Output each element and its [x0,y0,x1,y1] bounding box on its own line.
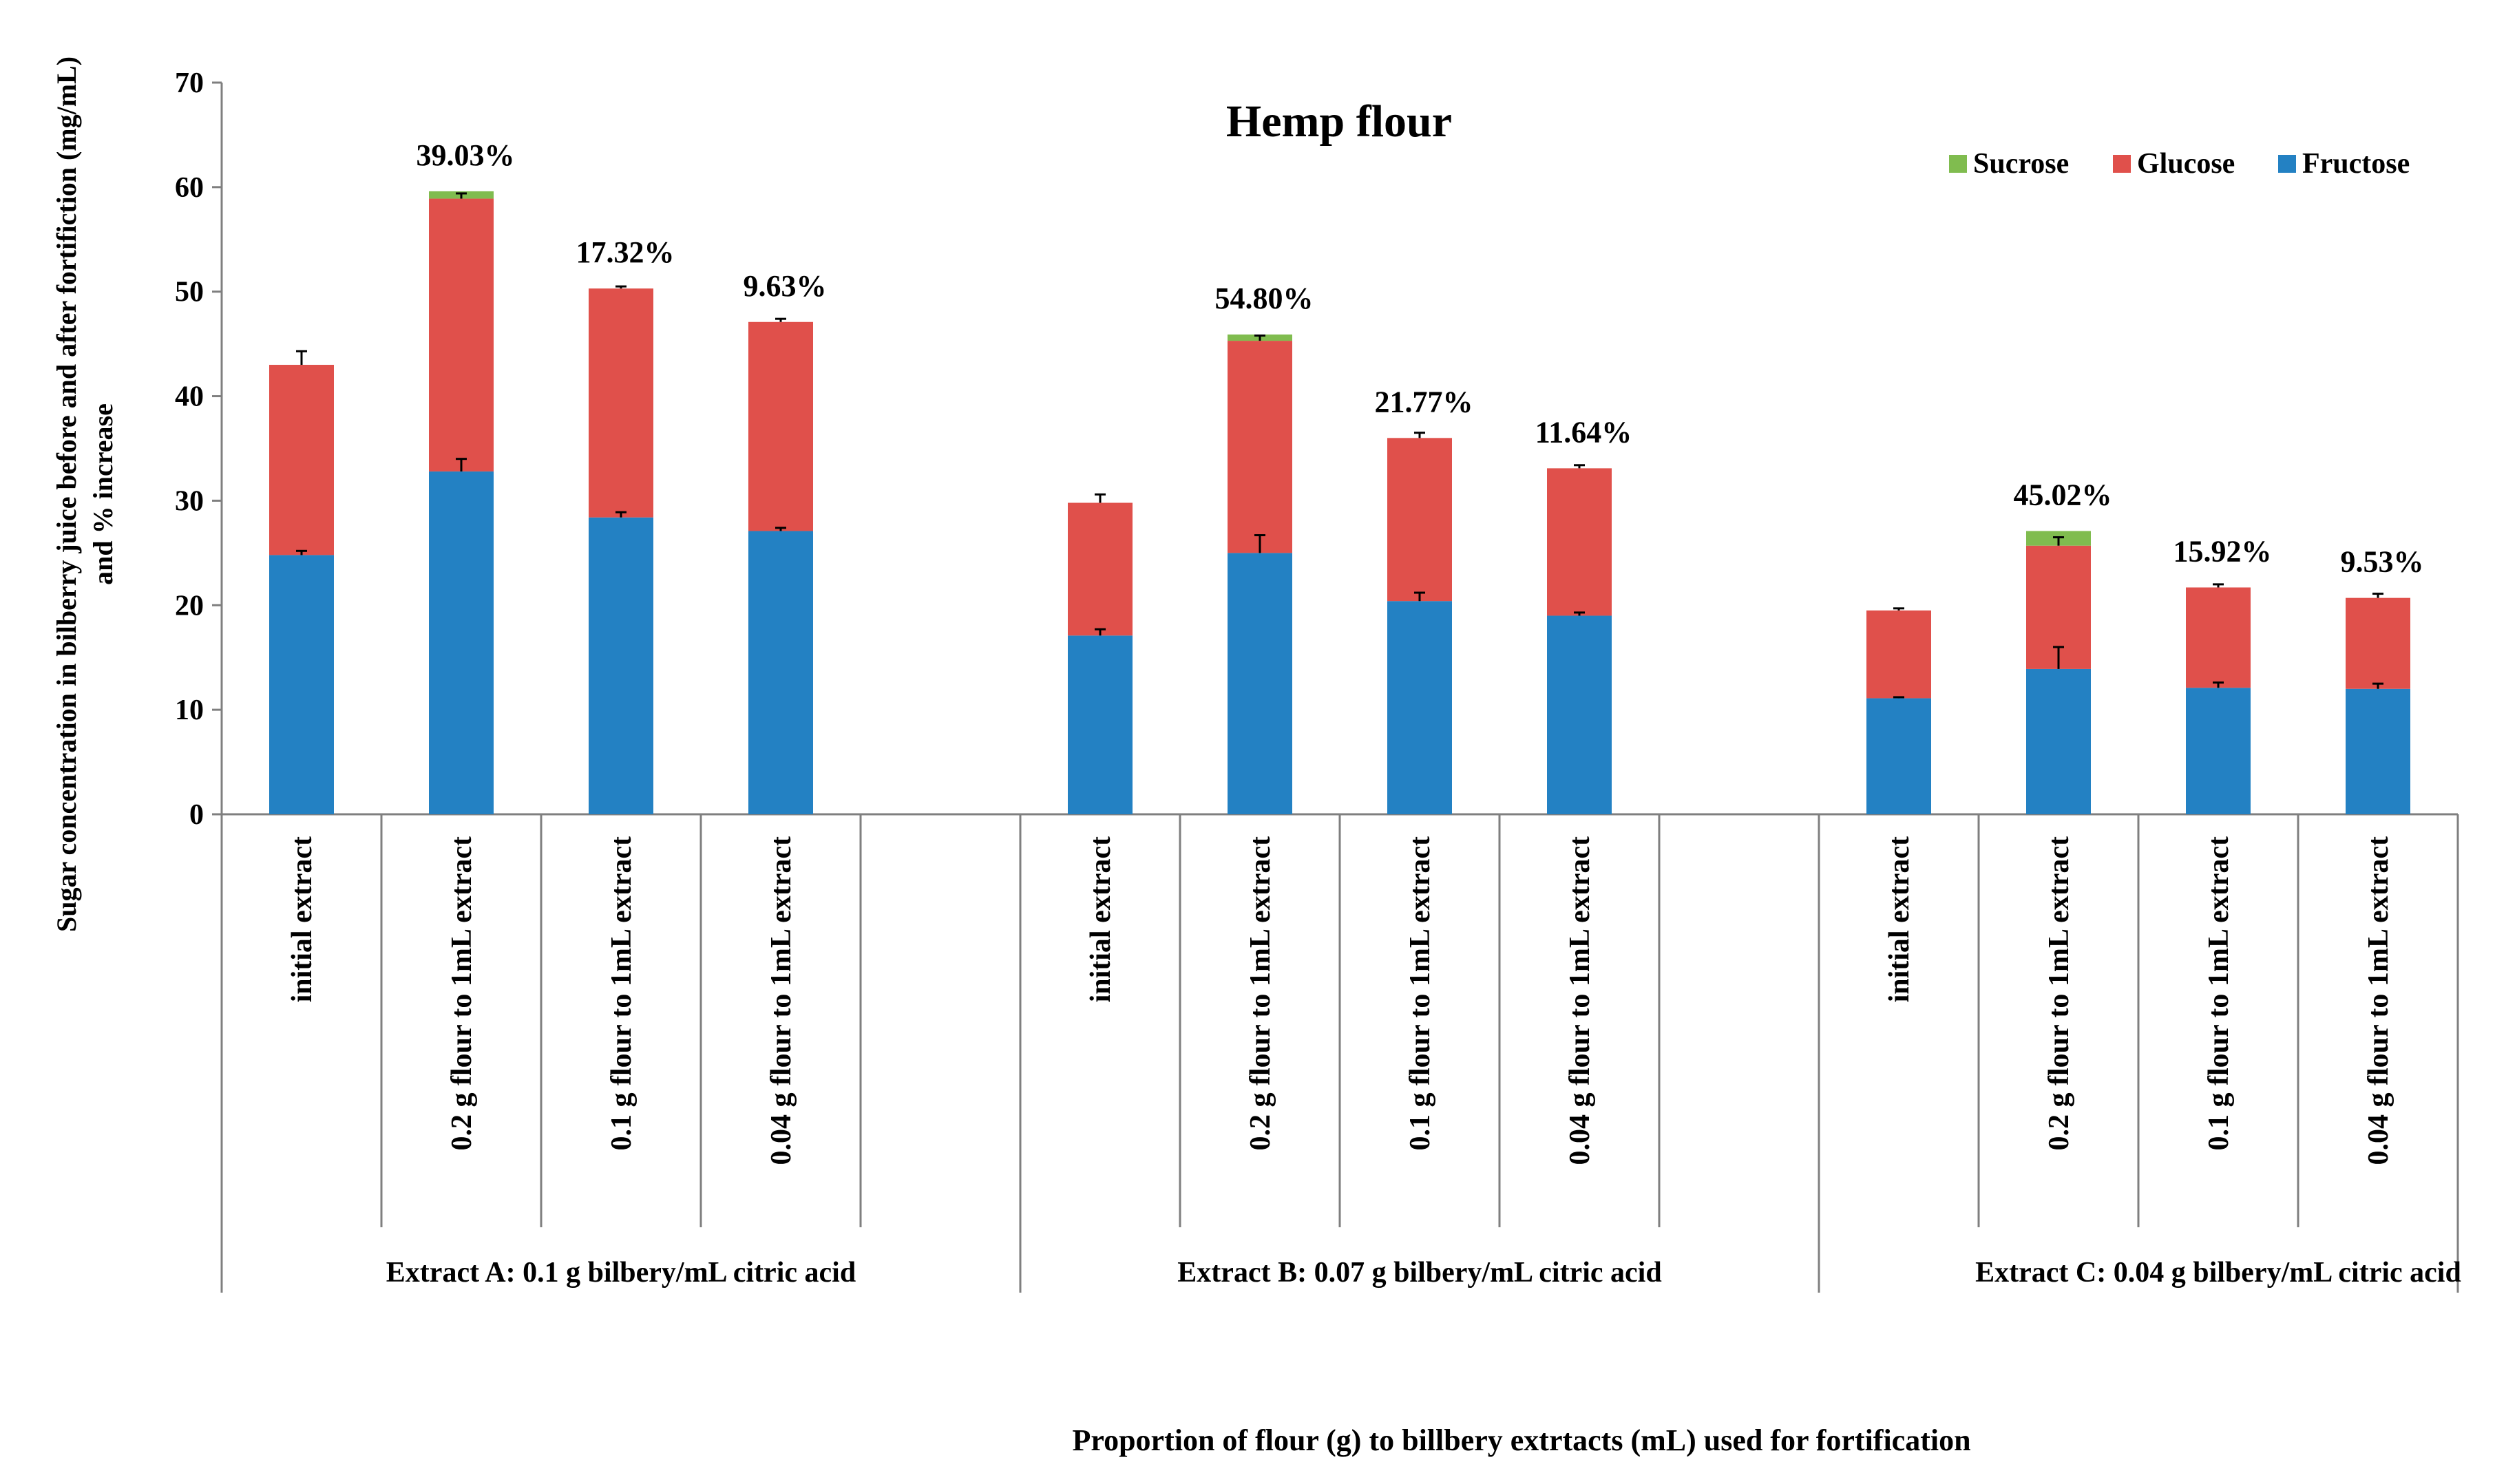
x-group-label: Extract B: 0.07 g bilbery/mL citric acid [1177,1257,1661,1289]
bar-glucose-g2-0-1-g-flour-to-1ml-extract [1387,438,1452,602]
percent-increase-label: 9.63% [744,269,827,303]
bar-fructose-g1-initial-extract [269,555,334,814]
chart-title: Hemp flour [1226,96,1452,147]
legend-item-fructose: Fructose [2278,148,2410,180]
x-category-label: 0.1 g flour to 1mL extract [606,836,638,1150]
y-tick-label: 10 [175,695,204,726]
bar-glucose-g3-0-1-g-flour-to-1ml-extract [2186,587,2251,688]
y-tick-label: 0 [189,799,204,831]
x-category-label: 0.2 g flour to 1mL extract [1245,836,1276,1150]
percent-increase-label: 9.53% [2341,545,2424,579]
bar-fructose-g2-initial-extract [1068,635,1133,814]
legend-label-fructose: Fructose [2302,148,2410,180]
legend: Sucrose Glucose Fructose [1949,148,2410,180]
percent-increase-label: 21.77% [1375,385,1473,418]
bar-glucose-g3-0-04-g-flour-to-1ml-extract [2346,597,2410,689]
legend-item-sucrose: Sucrose [1949,148,2069,180]
bar-glucose-g1-0-04-g-flour-to-1ml-extract [748,321,813,531]
y-axis-title-line2: and % increase [87,403,118,585]
x-category-label: 0.04 g flour to 1mL extract [766,836,797,1165]
percent-increase-label: 17.32% [576,235,675,269]
y-tick-label: 50 [175,277,204,308]
legend-swatch-glucose [2113,155,2131,173]
y-axis-title-line1: Sugar concentration in bilberry juice be… [51,56,82,932]
x-axis-title: Proportion of flour (g) to billbery extr… [1072,1423,1970,1457]
x-category-label: 0.04 g flour to 1mL extract [1564,836,1596,1165]
legend-swatch-sucrose [1949,155,1967,173]
legend-label-sucrose: Sucrose [1973,148,2069,180]
bar-fructose-g1-0-04-g-flour-to-1ml-extract [748,531,813,814]
y-tick-label: 20 [175,590,204,622]
x-category-label: initial extract [1884,836,1915,1002]
percent-increase-label: 15.92% [2173,534,2272,568]
bar-glucose-g2-0-04-g-flour-to-1ml-extract [1547,468,1612,616]
legend-swatch-fructose [2278,155,2296,173]
bar-glucose-g1-0-2-g-flour-to-1ml-extract [429,198,494,471]
plot-area: 0 10 20 30 40 50 60 70 initial extract 0.2 g flou… [175,67,2461,1293]
legend-item-glucose: Glucose [2113,148,2235,180]
percent-increase-label: 39.03% [417,138,515,172]
x-category-label: initial extract [1085,836,1117,1002]
bar-fructose-g2-0-04-g-flour-to-1ml-extract [1547,615,1612,814]
x-category-label: 0.2 g flour to 1mL extract [2043,836,2075,1150]
bar-fructose-g3-0-04-g-flour-to-1ml-extract [2346,688,2410,814]
y-tick-label: 40 [175,381,204,413]
bar-glucose-g2-initial-extract [1068,502,1133,636]
bar-fructose-g3-0-2-g-flour-to-1ml-extract [2026,668,2091,814]
bar-fructose-g2-0-2-g-flour-to-1ml-extract [1228,553,1292,814]
x-group-label: Extract C: 0.04 g bilbery/mL citric acid [1975,1257,2461,1289]
bar-glucose-g3-initial-extract [1866,610,1931,699]
bar-fructose-g2-0-1-g-flour-to-1ml-extract [1387,601,1452,814]
x-category-label: 0.1 g flour to 1mL extract [1404,836,1436,1150]
x-category-label: 0.2 g flour to 1mL extract [446,836,478,1150]
y-axis-title: Sugar concentration in bilberry juice be… [51,56,118,932]
percent-increase-label: 45.02% [2014,478,2112,511]
x-category-label: 0.1 g flour to 1mL extract [2203,836,2235,1150]
bar-fructose-g1-0-2-g-flour-to-1ml-extract [429,471,494,814]
x-category-label: 0.04 g flour to 1mL extract [2363,836,2394,1165]
legend-label-glucose: Glucose [2137,148,2235,180]
percent-increase-label: 54.80% [1215,282,1314,315]
y-tick-label: 70 [175,67,204,99]
bar-fructose-g3-initial-extract [1866,698,1931,814]
bar-fructose-g1-0-1-g-flour-to-1ml-extract [589,517,653,814]
bar-glucose-g1-initial-extract [269,365,334,555]
x-category-label: initial extract [286,836,318,1002]
y-tick-label: 30 [175,485,204,517]
x-group-label: Extract A: 0.1 g bilbery/mL citric acid [386,1257,856,1289]
y-tick-label: 60 [175,172,204,204]
bar-fructose-g3-0-1-g-flour-to-1ml-extract [2186,688,2251,814]
bar-glucose-g1-0-1-g-flour-to-1ml-extract [589,288,653,518]
percent-increase-label: 11.64% [1535,415,1632,449]
bar-glucose-g2-0-2-g-flour-to-1ml-extract [1228,341,1292,553]
